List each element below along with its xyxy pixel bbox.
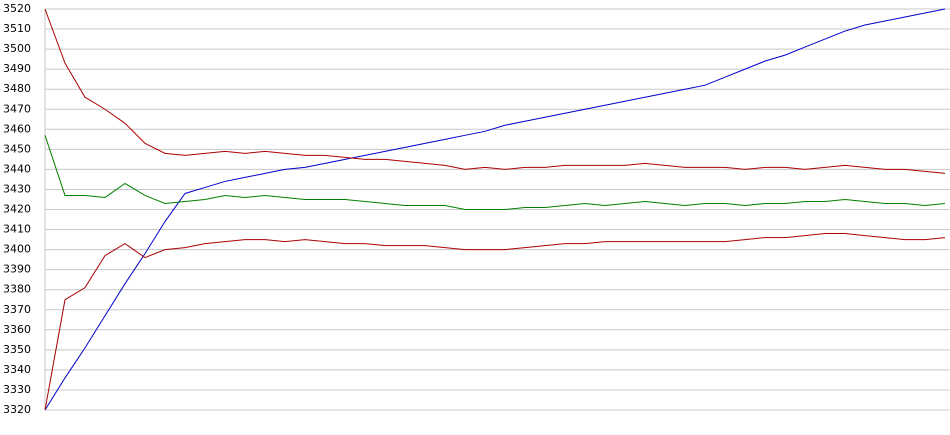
y-tick-label: 3500 — [3, 42, 31, 55]
y-tick-label: 3460 — [3, 122, 31, 135]
y-tick-label: 3510 — [3, 22, 31, 35]
y-tick-label: 3480 — [3, 82, 31, 95]
y-tick-label: 3360 — [3, 323, 31, 336]
series-line — [44, 233, 946, 411]
y-tick-label: 3410 — [3, 223, 31, 236]
y-tick-label: 3320 — [3, 403, 31, 416]
y-tick-label: 3520 — [3, 2, 31, 15]
y-tick-label: 3440 — [3, 162, 31, 175]
y-tick-label: 3380 — [3, 283, 31, 296]
y-tick-label: 3390 — [3, 263, 31, 276]
y-tick-label: 3340 — [3, 363, 31, 376]
series-line — [44, 8, 946, 174]
y-tick-label: 3370 — [3, 303, 31, 316]
y-tick-label: 3450 — [3, 142, 31, 155]
y-tick-label: 3400 — [3, 243, 31, 256]
y-tick-label: 3350 — [3, 343, 31, 356]
y-tick-label: 3470 — [3, 102, 31, 115]
series-line — [44, 8, 946, 411]
y-tick-label: 3420 — [3, 203, 31, 216]
y-tick-label: 3430 — [3, 182, 31, 195]
series-line — [44, 135, 946, 210]
y-tick-label: 3330 — [3, 383, 31, 396]
y-tick-label: 3490 — [3, 62, 31, 75]
